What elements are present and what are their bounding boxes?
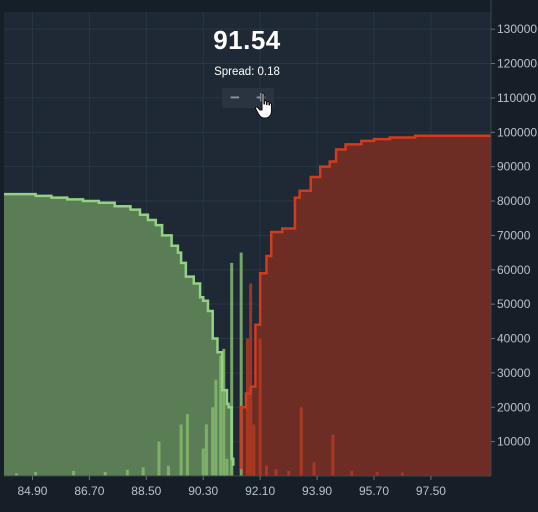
x-tick-label: 95.70 (359, 484, 389, 498)
zoom-controls: − + (222, 88, 274, 108)
ask-volume-bar (375, 471, 379, 476)
bid-volume-bar (222, 348, 226, 476)
hand-pointer-icon (254, 92, 273, 119)
bid-volume-bar (34, 471, 38, 476)
bid-volume-bar (166, 465, 170, 476)
ask-volume-bar (400, 472, 404, 476)
y-tick-label: 60000 (497, 263, 531, 277)
bid-volume-bar (214, 379, 218, 476)
y-tick-label: 130000 (497, 22, 537, 36)
bid-volume-bar (141, 467, 145, 476)
x-tick-label: 88.50 (131, 484, 161, 498)
ask-volume-bar (331, 434, 335, 476)
spread-label: Spread: 0.18 (214, 66, 280, 78)
ask-volume-bar (246, 338, 249, 476)
bid-volume-bar (157, 441, 161, 476)
bid-volume-bar (204, 424, 208, 476)
ask-volume-bar (258, 338, 262, 476)
x-tick-label: 92.10 (245, 484, 275, 498)
bid-volume-bar (179, 424, 183, 476)
zoom-out-button[interactable]: − (230, 88, 240, 107)
y-tick-label: 80000 (497, 194, 531, 208)
y-tick-label: 10000 (497, 435, 531, 449)
ask-depth-line (239, 134, 491, 470)
ask-depth-area (241, 135, 491, 476)
ask-volume-bar (312, 462, 316, 476)
x-tick-label: 90.30 (188, 484, 218, 498)
bid-depth-area (4, 194, 234, 476)
bid-depth-line (4, 192, 235, 466)
bid-volume-bar (219, 355, 223, 476)
ask-volume-bar (252, 424, 256, 476)
bid-volume-bar (103, 471, 107, 476)
ask-volume-bar (287, 470, 291, 476)
zoom-in-button[interactable]: + (256, 88, 266, 107)
bid-volume-bar (225, 458, 229, 476)
bid-volume-bar (230, 262, 234, 476)
x-tick-label: 97.50 (416, 484, 446, 498)
x-tick-label: 86.70 (74, 484, 104, 498)
x-tick-label: 84.90 (17, 484, 47, 498)
bid-volume-bar (185, 414, 189, 476)
ask-volume-bar (264, 465, 268, 476)
y-tick-label: 50000 (497, 297, 531, 311)
ask-volume-bar (249, 283, 253, 476)
bid-volume-bar (239, 252, 243, 476)
x-tick-label: 93.90 (302, 484, 332, 498)
y-tick-label: 30000 (497, 366, 531, 380)
bid-volume-bar (211, 407, 215, 476)
bid-volume-bar (15, 473, 19, 476)
y-tick-label: 90000 (497, 160, 531, 174)
bid-volume-bar (125, 469, 129, 476)
y-tick-label: 20000 (497, 400, 531, 414)
ask-volume-bar (350, 470, 354, 476)
y-tick-label: 70000 (497, 228, 531, 242)
y-tick-label: 120000 (497, 57, 537, 71)
y-tick-label: 40000 (497, 332, 531, 346)
ask-volume-bar (299, 407, 303, 476)
bid-volume-bar (201, 448, 205, 476)
bid-volume-bar (72, 470, 76, 476)
y-tick-label: 110000 (497, 91, 536, 105)
ask-volume-bar (274, 469, 278, 476)
y-tick-label: 100000 (497, 125, 537, 139)
mid-price: 91.54 (213, 25, 281, 55)
